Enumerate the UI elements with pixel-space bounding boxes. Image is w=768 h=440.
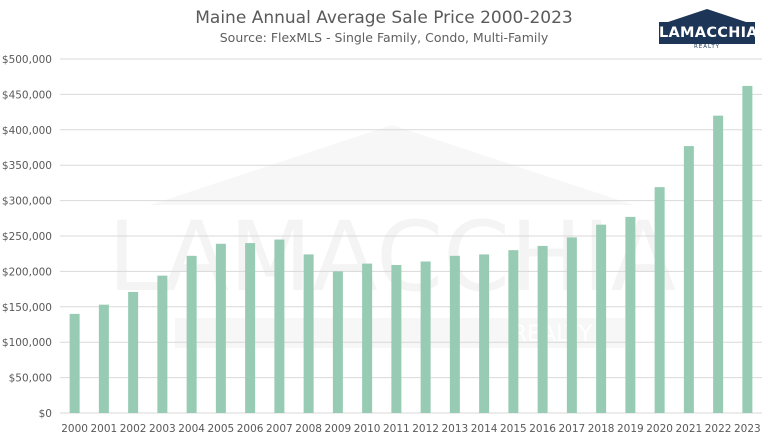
x-tick-label: 2010 [354,423,381,435]
chart-subtitle: Source: FlexMLS - Single Family, Condo, … [219,30,549,45]
x-tick-label: 2023 [734,423,761,435]
x-axis-labels: 2000 2001 2002 2003 2004 2005 2006 2007 2008 2009… [61,423,760,435]
logo-subtext: REALTY [693,44,721,50]
bar-2012 [420,261,431,413]
bar-2015 [508,250,519,413]
bar-2006 [245,243,256,413]
x-tick-label: 2006 [237,423,264,435]
bar-2002 [128,291,139,413]
y-tick-label: $350,000 [2,160,52,172]
bar-2021 [683,146,694,414]
y-tick-label: $0 [39,408,52,420]
bar-2011 [391,265,402,413]
x-tick-label: 2022 [705,423,732,435]
x-tick-label: 2007 [266,423,293,435]
gridlines [60,58,762,414]
x-tick-label: 2019 [617,423,644,435]
x-tick-label: 2012 [412,423,439,435]
y-tick-label: $150,000 [2,302,52,314]
bar-2001 [98,304,109,413]
bar-2004 [186,255,197,413]
x-tick-label: 2020 [646,423,673,435]
x-tick-label: 2002 [120,423,147,435]
watermark-subtext: REALTY [512,322,593,347]
y-tick-label: $500,000 [2,54,52,66]
bar-2009 [332,271,343,413]
x-tick-label: 2014 [471,423,498,435]
x-tick-label: 2000 [61,423,88,435]
watermark: LAMACCHIA REALTY [108,125,676,348]
y-axis-labels: $0 $50,000 $100,000 $150,000 $200,000 $250,00… [2,54,52,420]
x-tick-label: 2004 [178,423,205,435]
bar-2000 [69,313,80,413]
x-tick-label: 2017 [559,423,586,435]
bar-2019 [625,216,636,413]
x-tick-label: 2011 [383,423,410,435]
bar-2005 [215,243,226,413]
y-tick-label: $400,000 [2,125,52,137]
x-tick-label: 2013 [442,423,469,435]
chart-title: Maine Annual Average Sale Price 2000-202… [195,8,573,28]
y-tick-label: $100,000 [2,337,52,349]
x-tick-label: 2001 [91,423,118,435]
y-tick-label: $200,000 [2,266,52,278]
x-tick-label: 2008 [295,423,322,435]
bar-2016 [537,245,548,413]
bar-2023 [742,85,753,414]
y-tick-label: $450,000 [2,89,52,101]
bar-2020 [654,187,665,413]
brand-logo: LAMACCHIA REALTY [659,6,758,50]
x-tick-label: 2009 [325,423,352,435]
bar-2022 [713,115,724,413]
bars [69,85,753,414]
x-tick-label: 2016 [529,423,556,435]
bar-2013 [449,255,460,413]
bar-2008 [303,254,314,413]
y-tick-label: $300,000 [2,196,52,208]
x-tick-label: 2015 [500,423,527,435]
watermark-window [478,172,508,200]
bar-2018 [596,224,607,413]
logo-text: LAMACCHIA [659,22,758,44]
bar-2007 [274,239,285,413]
y-tick-label: $50,000 [9,373,52,385]
x-tick-label: 2021 [676,423,703,435]
x-tick-label: 2018 [588,423,615,435]
bar-2003 [157,275,168,413]
x-tick-label: 2003 [149,423,176,435]
bar-2010 [362,263,373,413]
x-tick-label: 2005 [208,423,235,435]
bar-2014 [479,254,490,413]
bar-2017 [566,237,577,413]
logo-roof-icon [665,9,749,23]
y-tick-label: $250,000 [2,231,52,243]
